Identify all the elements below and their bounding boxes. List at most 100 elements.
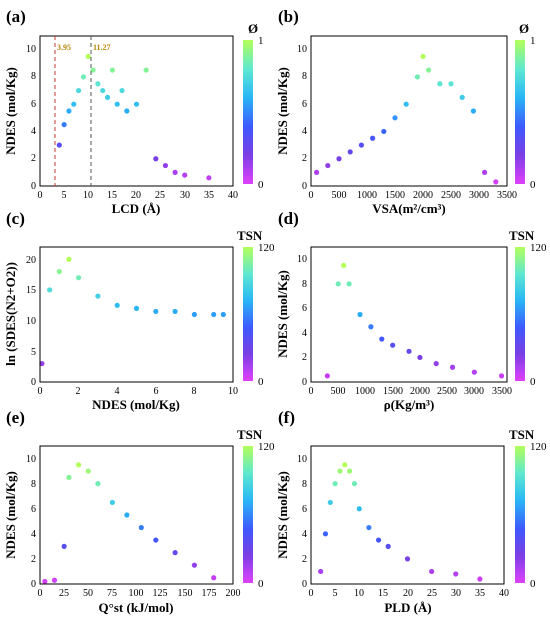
colorbar: Ø 1 0 (243, 21, 264, 191)
colorbar: TSN 120 0 (509, 228, 547, 388)
scatter-point (211, 575, 217, 581)
x-tick-label: 150 (178, 588, 193, 599)
scatter-point (143, 67, 149, 73)
scatter-point (206, 175, 212, 181)
colorbar-gradient (243, 446, 253, 583)
panel-e: (e) 0 25 50 75 100 125 150 175 200 Q°st … (3, 408, 275, 615)
scatter-point (114, 302, 120, 308)
y-tick-label: 0 (31, 377, 36, 388)
x-axis: 0 500 1000 1500 2000 2500 3000 3500 ρ(Kg… (309, 386, 513, 412)
x-tick-label: 500 (331, 386, 346, 397)
colorbar-gradient (515, 446, 525, 583)
y-tick-label: 10 (297, 454, 307, 465)
x-tick-label: 3000 (464, 386, 484, 397)
y-axis-label: ln (SDES(N2+O2)) (3, 262, 18, 366)
y-tick-label: 10 (26, 316, 36, 327)
panel-label: (f) (278, 408, 295, 427)
x-tick-label: 0 (38, 190, 43, 201)
x-tick-label: 1000 (357, 190, 377, 201)
x-tick-label: 1000 (355, 386, 375, 397)
x-tick-label: 8 (192, 386, 197, 397)
x-tick-label: 100 (129, 588, 144, 599)
x-tick-label: 5 (333, 588, 338, 599)
scatter-point (322, 531, 329, 537)
x-tick-label: 2500 (441, 190, 461, 201)
x-tick-label: 5 (62, 190, 67, 201)
colorbar-tick-max: 120 (530, 441, 547, 453)
colorbar-tick-max: 1 (258, 35, 264, 47)
scatter-point (448, 81, 454, 87)
panel-label: (e) (6, 408, 25, 427)
y-tick-label: 6 (302, 504, 307, 515)
scatter-point (324, 373, 330, 379)
x-tick-label: 25 (59, 588, 69, 599)
scatter-point (138, 524, 144, 531)
scatter-points (56, 53, 212, 181)
colorbar-tick-min: 0 (258, 578, 264, 590)
scatter-point (433, 360, 439, 367)
x-tick-label: 15 (378, 588, 388, 599)
y-tick-label: 10 (297, 44, 307, 55)
scatter-point (325, 162, 331, 169)
x-tick-label: 0 (38, 386, 43, 397)
x-tick-label: 25 (427, 588, 437, 599)
x-tick-label: 10 (83, 190, 93, 201)
reference-line-label: 3.95 (57, 43, 71, 52)
x-tick-label: 50 (83, 588, 93, 599)
x-tick-label: 30 (451, 588, 461, 599)
x-tick-label: 1500 (385, 190, 405, 201)
scatter-point (417, 354, 423, 361)
scatter-point (119, 87, 125, 94)
scatter-point (366, 524, 372, 531)
panel-c: (c) 0 2 4 6 8 10 NDES (mol/Kg) 0 5 10 15… (3, 209, 275, 412)
scatter-point (51, 577, 58, 583)
colorbar-gradient (515, 40, 525, 184)
y-tick-label: 8 (302, 279, 307, 290)
x-tick-label: 3000 (469, 190, 489, 201)
y-tick-label: 2 (31, 153, 36, 164)
panel-f: (f) 0 5 10 15 20 25 30 35 40 PLD (Å) 0 2… (275, 408, 547, 615)
colorbar-tick-min: 0 (530, 578, 536, 590)
scatter-point (191, 562, 197, 568)
colorbar: TSN 120 0 (237, 427, 275, 590)
scatter-point (66, 108, 72, 114)
scatter-point (335, 281, 341, 287)
y-tick-label: 0 (31, 579, 36, 590)
x-axis: 0 2 4 6 8 10 NDES (mol/Kg) (38, 386, 239, 412)
colorbar-title: TSN (509, 427, 535, 442)
y-tick-label: 10 (26, 44, 36, 55)
x-tick-label: 0 (38, 588, 43, 599)
scatter-point (406, 348, 412, 354)
scatter-point (347, 149, 353, 155)
x-tick-label: 500 (332, 190, 347, 201)
panel-b: (b) 0 500 1000 1500 2000 2500 3000 3500 … (275, 7, 536, 216)
colorbar-tick-min: 0 (258, 376, 264, 388)
scatter-point (471, 369, 477, 375)
scatter-point (429, 568, 435, 575)
plot-frame (310, 35, 508, 187)
scatter-point (66, 474, 72, 480)
colorbar-tick-min: 0 (258, 179, 264, 191)
y-tick-label: 8 (302, 479, 307, 490)
x-tick-label: 0 (309, 190, 314, 201)
scatter-point (470, 108, 476, 114)
panel-d: (d) 0 500 1000 1500 2000 2500 3000 3500 … (275, 209, 547, 412)
scatter-point (327, 499, 333, 506)
y-axis-label: NDES (mol/Kg) (3, 471, 18, 559)
scatter-point (47, 287, 53, 293)
x-tick-label: 25 (155, 190, 165, 201)
scatter-point (314, 169, 320, 175)
scatter-point (153, 156, 159, 162)
x-tick-label: 0 (309, 386, 314, 397)
scatter-point (76, 275, 82, 281)
y-tick-label: 20 (26, 255, 36, 266)
scatter-point (95, 293, 101, 299)
x-tick-label: 20 (131, 190, 141, 201)
colorbar-title: TSN (237, 427, 263, 442)
scatter-point (61, 543, 67, 549)
y-axis-label: NDES (mol/Kg) (275, 471, 290, 559)
y-tick-label: 4 (31, 126, 36, 137)
scatter-point (100, 87, 106, 94)
y-axis-label: NDES (mol/Kg) (3, 67, 18, 155)
colorbar: Ø 1 0 (515, 21, 536, 191)
